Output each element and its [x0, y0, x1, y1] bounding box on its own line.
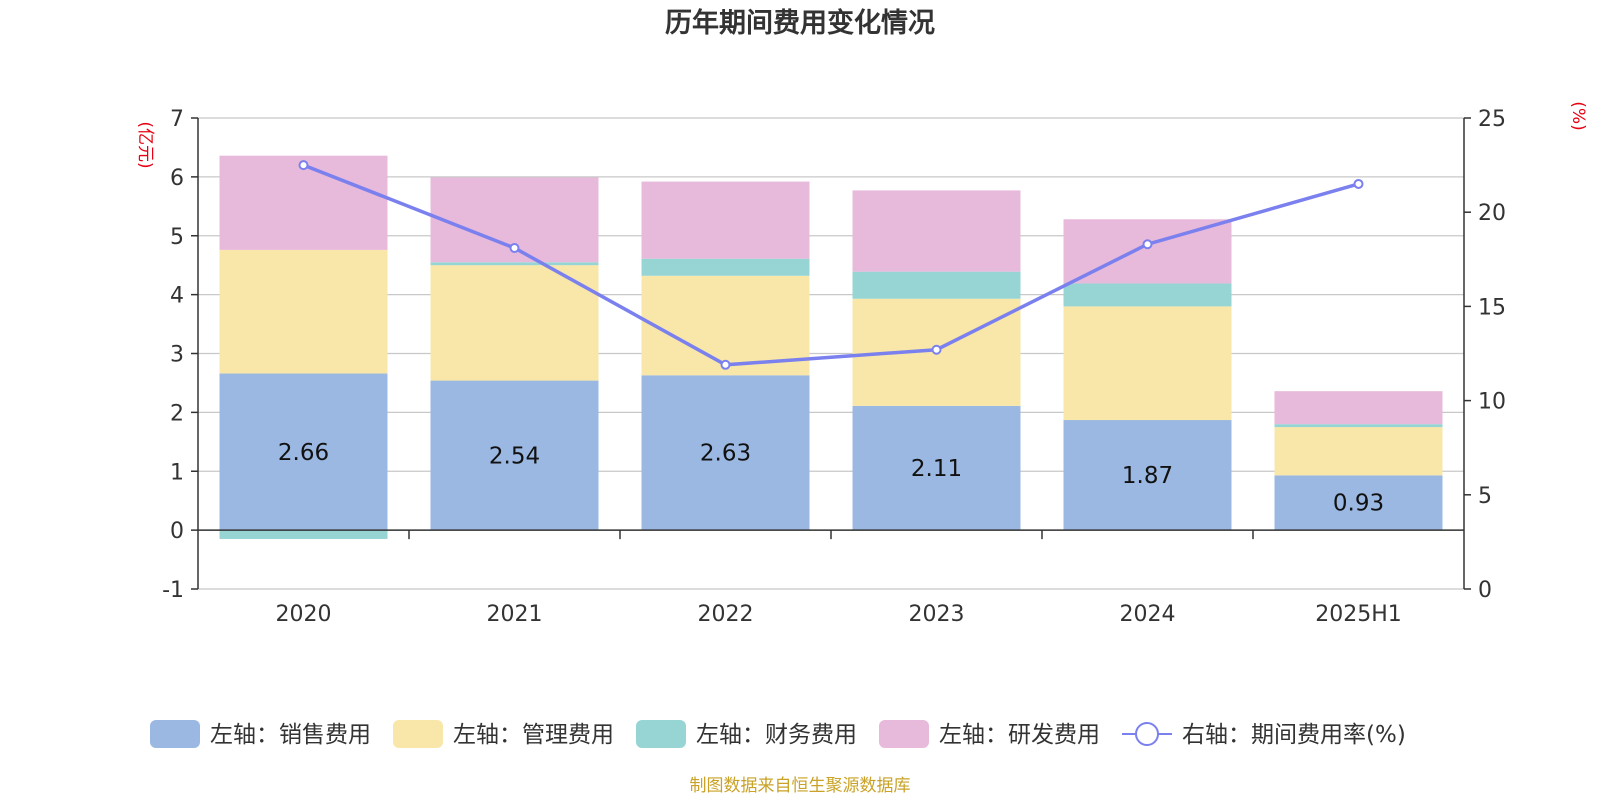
bar-segment — [430, 380, 599, 531]
rate-point — [298, 160, 309, 171]
legend-label: 右轴：期间费用率(%) — [1182, 722, 1406, 748]
right-tick-label: 0 — [1478, 578, 1492, 603]
rate-line-path — [302, 163, 1359, 367]
legend-label: 左轴：财务费用 — [696, 722, 857, 748]
right-tick-label: 5 — [1478, 484, 1492, 509]
x-tick-label: 2024 — [1120, 602, 1176, 627]
left-tick-label: 1 — [170, 460, 184, 485]
left-tick-label: 6 — [170, 166, 184, 191]
x-tick-label: 2020 — [276, 602, 332, 627]
legend-label: 左轴：研发费用 — [939, 722, 1100, 748]
rate-point — [720, 359, 731, 370]
bar-segment — [1274, 391, 1443, 425]
left-tick-label: -1 — [162, 578, 184, 603]
bar-segment — [219, 155, 388, 250]
right-tick-label: 10 — [1478, 390, 1506, 415]
left-axis-unit: (亿元) — [135, 121, 155, 168]
source-note: 制图数据来自恒生聚源数据库 — [690, 776, 911, 796]
bar-segment — [641, 258, 810, 276]
right-tick-label: 15 — [1478, 295, 1506, 320]
legend-label: 左轴：管理费用 — [453, 722, 614, 748]
chart-title: 历年期间费用变化情况 — [665, 7, 935, 39]
bar-value-label: 1.87 — [1122, 463, 1173, 489]
rate-point — [931, 344, 942, 355]
bar-segment — [641, 375, 810, 531]
bar-segment — [430, 262, 599, 266]
x-tick-label: 2022 — [698, 602, 754, 627]
x-tick-label: 2021 — [487, 602, 543, 627]
x-tick-label: 2023 — [909, 602, 965, 627]
bar-value-label: 2.66 — [278, 440, 329, 466]
bar-value-label: 2.11 — [911, 456, 962, 482]
rate-line — [298, 160, 1364, 370]
bar-segment — [641, 181, 810, 259]
bar-segment — [430, 265, 599, 381]
legend-swatch — [393, 720, 443, 748]
bar-segment — [1063, 283, 1232, 307]
left-tick-label: 4 — [170, 284, 184, 309]
right-tick-label: 20 — [1478, 201, 1506, 226]
legend-label: 左轴：销售费用 — [210, 722, 371, 748]
bar-segment — [852, 271, 1021, 299]
x-tick-label: 2025H1 — [1315, 602, 1402, 627]
bar-segment — [852, 405, 1021, 531]
right-tick-label: 25 — [1478, 107, 1506, 132]
left-tick-label: 5 — [170, 225, 184, 250]
bar-value-label: 0.93 — [1333, 491, 1384, 517]
left-tick-label: 2 — [170, 401, 184, 426]
data-labels: 2.66 2.54 2.63 2.11 1.87 0.93 — [278, 440, 1384, 517]
left-tick-label: 3 — [170, 343, 184, 368]
rate-point — [1142, 239, 1153, 250]
left-tick-label: 7 — [170, 107, 184, 132]
legend-swatch — [150, 720, 200, 748]
legend-swatch — [879, 720, 929, 748]
bar-segment — [219, 373, 388, 531]
legend: 左轴：销售费用 左轴：管理费用 左轴：财务费用 左轴：研发费用 右轴：期间费用率(%) — [150, 720, 1406, 748]
bar-segment — [219, 530, 388, 539]
left-tick-label: 0 — [170, 519, 184, 544]
bar-segment — [1274, 427, 1443, 476]
right-axis-unit: (%) — [1568, 101, 1588, 130]
rate-point — [1353, 178, 1364, 189]
legend-line-marker — [1135, 722, 1159, 746]
gridlines — [198, 117, 1464, 590]
bar-segment — [641, 275, 810, 376]
axes: -1 0 1 2 3 4 5 6 7 0 5 10 15 20 25 2020 2021 2022 2023 2024… — [162, 107, 1506, 627]
bar-segment — [852, 190, 1021, 272]
bar-value-label: 2.54 — [489, 443, 540, 469]
bar-segment — [1063, 420, 1232, 531]
bar-segment — [1274, 475, 1443, 531]
legend-swatch — [636, 720, 686, 748]
bar-segment — [1063, 306, 1232, 421]
bar-segment — [219, 249, 388, 374]
rate-point — [509, 242, 520, 253]
bar-value-label: 2.63 — [700, 441, 751, 467]
bar-segment — [1274, 424, 1443, 428]
